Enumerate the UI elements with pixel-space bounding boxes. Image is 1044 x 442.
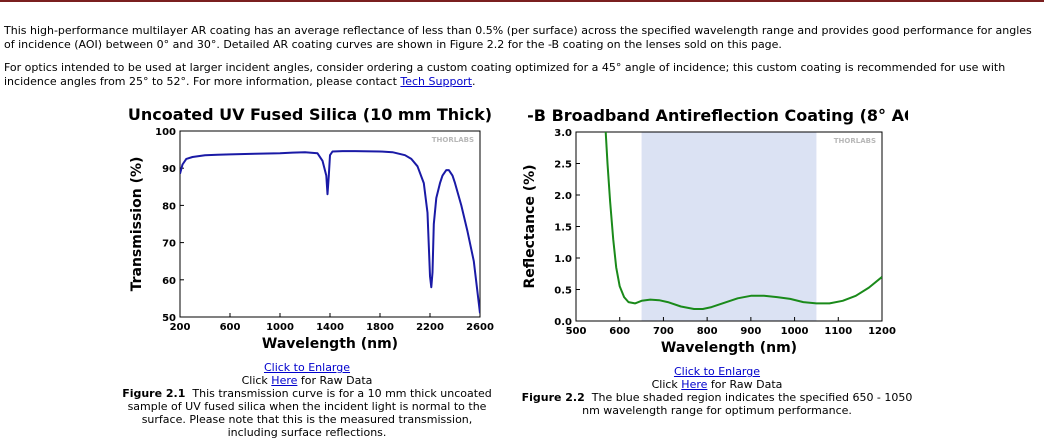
chart1-xlabel: Wavelength (nm) (262, 336, 398, 352)
chart1-ytick-label: 50 (162, 313, 176, 324)
figure-2-2-raw-prefix: Click (651, 378, 682, 391)
chart2-xtick-label: 1200 (868, 326, 896, 337)
chart2-xtick-label: 1100 (824, 326, 852, 337)
figure-2-2-raw-data: Click Here for Raw Data (512, 378, 922, 391)
chart1-title: Uncoated UV Fused Silica (10 mm Thick) (128, 105, 492, 124)
chart1-ytick-label: 70 (162, 239, 176, 250)
chart2-ytick-label: 1.0 (554, 254, 572, 265)
figure-2-2-enlarge-link[interactable]: Click to Enlarge (673, 365, 761, 378)
figure-2-2-raw-suffix: for Raw Data (707, 378, 783, 391)
chart1-xtick-label: 1000 (266, 322, 294, 333)
chart2-xtick-label: 600 (609, 326, 630, 337)
chart2-ytick-label: 0.0 (554, 317, 572, 328)
figure-2-1-label: Figure 2.1 (122, 387, 186, 400)
chart2-xlabel: Wavelength (nm) (661, 340, 797, 356)
figure-2-2-raw-data-link[interactable]: Here (681, 378, 708, 391)
intro-paragraph-2-text: For optics intended to be used at larger… (4, 61, 1006, 88)
chart2-xtick-label: 1000 (781, 326, 809, 337)
tech-support-link[interactable]: Tech Support (400, 75, 473, 88)
chart2-ylabel: Reflectance (%) (522, 164, 538, 288)
chart1-ylabel: Transmission (%) (129, 157, 145, 292)
chart1-xtick-label: 2600 (466, 322, 494, 333)
chart2-ytick-label: 2.5 (554, 160, 572, 171)
top-border (0, 0, 1044, 2)
figure-2-1-enlarge-link[interactable]: Click to Enlarge (263, 361, 351, 374)
figure-2-1-raw-prefix: Click (241, 374, 272, 387)
figure-2-2-caption-block: Click to Enlarge Click Here for Raw Data… (512, 365, 922, 417)
figure-2-1-raw-data: Click Here for Raw Data (120, 374, 494, 387)
chart1-ytick-label: 90 (162, 164, 176, 175)
transmission-chart[interactable]: Uncoated UV Fused Silica (10 mm Thick) TH… (124, 100, 496, 362)
chart2-watermark: THORLABS (834, 137, 876, 145)
intro-paragraph-2: For optics intended to be used at larger… (4, 61, 1034, 89)
chart1-xtick-label: 2200 (416, 322, 444, 333)
chart2-xtick-label: 800 (697, 326, 718, 337)
chart2-shaded-region (641, 132, 817, 321)
chart2-xtick-label: 700 (653, 326, 674, 337)
chart1-xtick-label: 600 (220, 322, 241, 333)
chart1-xtick-label: 1800 (366, 322, 394, 333)
intro-paragraph-1: This high-performance multilayer AR coat… (4, 24, 1032, 51)
figure-2-1-caption-text: This transmission curve is for a 10 mm t… (127, 387, 492, 439)
chart1-xtick-label: 200 (170, 322, 191, 333)
intro-paragraph-2-end: . (472, 75, 476, 88)
figure-2-1-raw-data-link[interactable]: Here (271, 374, 298, 387)
chart2-ytick-label: 1.5 (554, 223, 572, 234)
chart1-ytick-label: 100 (155, 127, 176, 138)
chart2-xtick-label: 900 (740, 326, 761, 337)
chart2-ytick-label: 3.0 (554, 128, 572, 139)
chart2-title: -B Broadband Antireflection Coating (8° … (527, 106, 908, 125)
chart1-xtick-label: 1400 (316, 322, 344, 333)
chart2-series-line (604, 132, 882, 310)
figure-2-1-caption-block: Click to Enlarge Click Here for Raw Data… (120, 361, 494, 439)
chart2-xtick-label: 500 (566, 326, 587, 337)
chart1-watermark: THORLABS (432, 136, 474, 144)
figure-2-2-caption-text: The blue shaded region indicates the spe… (582, 391, 913, 417)
chart2-ytick-label: 0.5 (554, 286, 572, 297)
chart1-series-line (180, 150, 480, 314)
chart1-ytick-label: 80 (162, 201, 176, 212)
figure-2-1-caption: Figure 2.1 This transmission curve is fo… (120, 387, 494, 439)
chart1-ytick-label: 60 (162, 276, 176, 287)
chart2-ytick-label: 2.0 (554, 191, 572, 202)
figure-2-2-label: Figure 2.2 (521, 391, 585, 404)
reflectance-chart[interactable]: -B Broadband Antireflection Coating (8° … (512, 100, 908, 364)
figure-2-2-caption: Figure 2.2 The blue shaded region indica… (512, 391, 922, 417)
figure-2-1-raw-suffix: for Raw Data (297, 374, 373, 387)
